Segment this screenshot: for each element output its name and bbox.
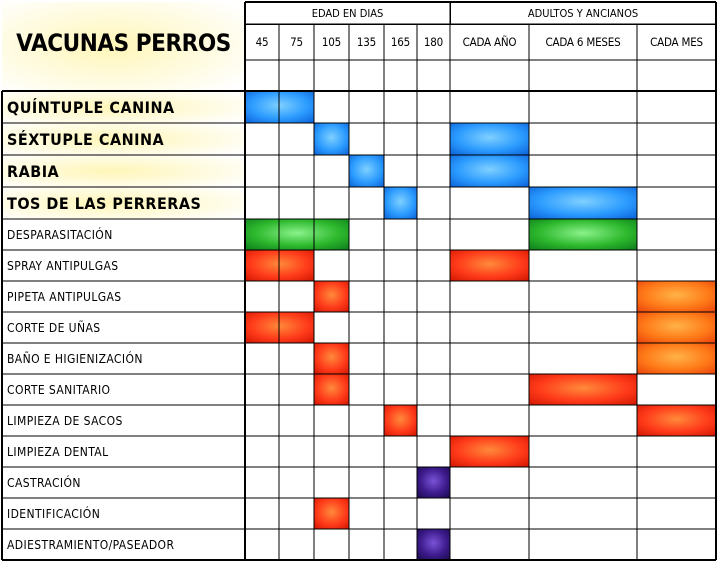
schedule-mark-orange: [637, 281, 716, 312]
column-header: 75: [290, 35, 303, 49]
schedule-mark-red: [450, 250, 529, 281]
schedule-mark-blue: [529, 187, 637, 219]
schedule-mark-blue: [450, 123, 529, 155]
schedule-mark-red: [314, 374, 349, 405]
column-header: CADA MES: [650, 35, 703, 49]
column-header: 165: [390, 35, 411, 49]
column-header: CADA 6 MESES: [545, 35, 621, 49]
row-label: LIMPIEZA DENTAL: [7, 444, 109, 459]
schedule-mark-red: [314, 498, 349, 529]
schedule-mark-red: [637, 405, 716, 436]
column-header: 105: [321, 35, 342, 49]
schedule-mark-purple: [417, 467, 450, 498]
column-header: CADA AÑO: [462, 35, 517, 49]
schedule-mark-green: [529, 219, 637, 250]
row-label: CORTE SANITARIO: [7, 382, 111, 397]
schedule-mark-orange: [637, 343, 716, 374]
row-label: SPRAY ANTIPULGAS: [7, 258, 119, 273]
row-label: QUÍNTUPLE CANINA: [7, 97, 175, 117]
row-label: SÉXTUPLE CANINA: [7, 129, 165, 149]
schedule-mark-red: [450, 436, 529, 467]
schedule-mark-purple: [417, 529, 450, 560]
title-highlight: [2, 2, 245, 90]
column-header: 180: [423, 35, 444, 49]
row-label: RABIA: [7, 161, 60, 181]
row-label: CORTE DE UÑAS: [7, 320, 101, 335]
schedule-mark-red: [314, 281, 349, 312]
row-highlight: [2, 123, 245, 155]
row-label: DESPARASITACIÓN: [7, 227, 113, 242]
chart-title: VACUNAS PERROS: [16, 28, 231, 57]
row-highlight: [2, 155, 245, 187]
schedule-mark-blue: [450, 155, 529, 187]
row-highlight: [2, 91, 245, 123]
schedule-mark-green: [245, 219, 349, 250]
row-label: CASTRACIÓN: [7, 475, 81, 490]
schedule-mark-red: [384, 405, 417, 436]
schedule-mark-orange: [637, 312, 716, 343]
row-label: TOS DE LAS PERRERAS: [7, 193, 202, 213]
row-label: IDENTIFICACIÓN: [7, 506, 101, 521]
schedule-mark-blue: [349, 155, 384, 187]
row-label: LIMPIEZA DE SACOS: [7, 413, 123, 428]
schedule-mark-red: [314, 343, 349, 374]
row-label: PIPETA ANTIPULGAS: [7, 289, 122, 304]
column-group-header: ADULTOS Y ANCIANOS: [527, 6, 639, 20]
column-header: 135: [356, 35, 377, 49]
column-group-header: EDAD EN DIAS: [311, 6, 384, 20]
schedule-mark-blue: [314, 123, 349, 155]
row-label: ADIESTRAMIENTO/PASEADOR: [7, 537, 175, 552]
row-label: BAÑO E HIGIENIZACIÓN: [7, 351, 143, 366]
schedule-mark-blue: [384, 187, 417, 219]
column-header: 45: [255, 35, 269, 49]
row-highlight: [2, 187, 245, 219]
schedule-mark-red: [529, 374, 637, 405]
